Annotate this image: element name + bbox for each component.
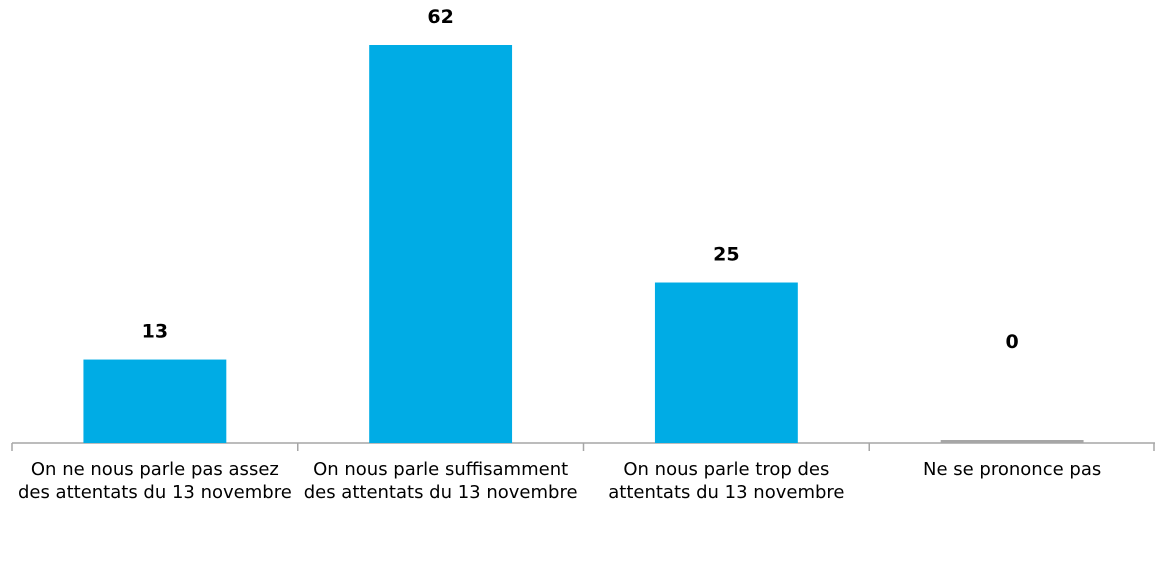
x-tick-label: On nous parle trop des attentats du 13 n… <box>608 459 845 503</box>
value-label: 62 <box>427 6 453 28</box>
bar <box>83 359 227 443</box>
bar <box>940 440 1084 443</box>
x-tick-label: On ne nous parle pas assez des attentats… <box>17 459 292 503</box>
value-label: 0 <box>1006 331 1019 353</box>
x-tick-label: Ne se prononce pas <box>923 459 1102 480</box>
x-tick-label: On nous parle suffisamment des attentats… <box>303 459 578 503</box>
value-label: 25 <box>713 244 739 266</box>
value-label: 13 <box>142 321 168 343</box>
bar <box>654 282 798 443</box>
bar <box>369 45 513 443</box>
